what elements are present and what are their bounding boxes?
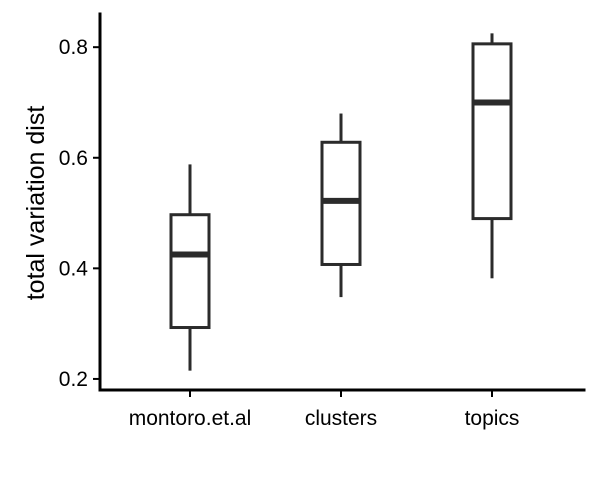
interquartile-box <box>169 213 211 330</box>
y-axis-title: total variation dist <box>22 106 50 301</box>
y-tick-label: 0.4 <box>59 257 89 280</box>
interquartile-box <box>471 42 513 221</box>
x-axis-ticks: montoro.et.al clusters topics <box>129 390 520 430</box>
x-tick-label: topics <box>465 407 520 430</box>
y-tick-label: 0.6 <box>59 147 88 170</box>
box-clusters <box>320 113 362 298</box>
x-tick-label: montoro.et.al <box>129 407 252 430</box>
y-tick-label: 0.2 <box>59 368 88 391</box>
x-tick-label: clusters <box>305 407 377 430</box>
y-axis-ticks: 0.2 0.4 0.6 0.8 <box>59 36 100 391</box>
box-montoro-et-al <box>169 164 211 371</box>
plot-area <box>169 33 513 371</box>
y-tick-label: 0.8 <box>59 36 88 59</box>
box-topics <box>471 33 513 279</box>
